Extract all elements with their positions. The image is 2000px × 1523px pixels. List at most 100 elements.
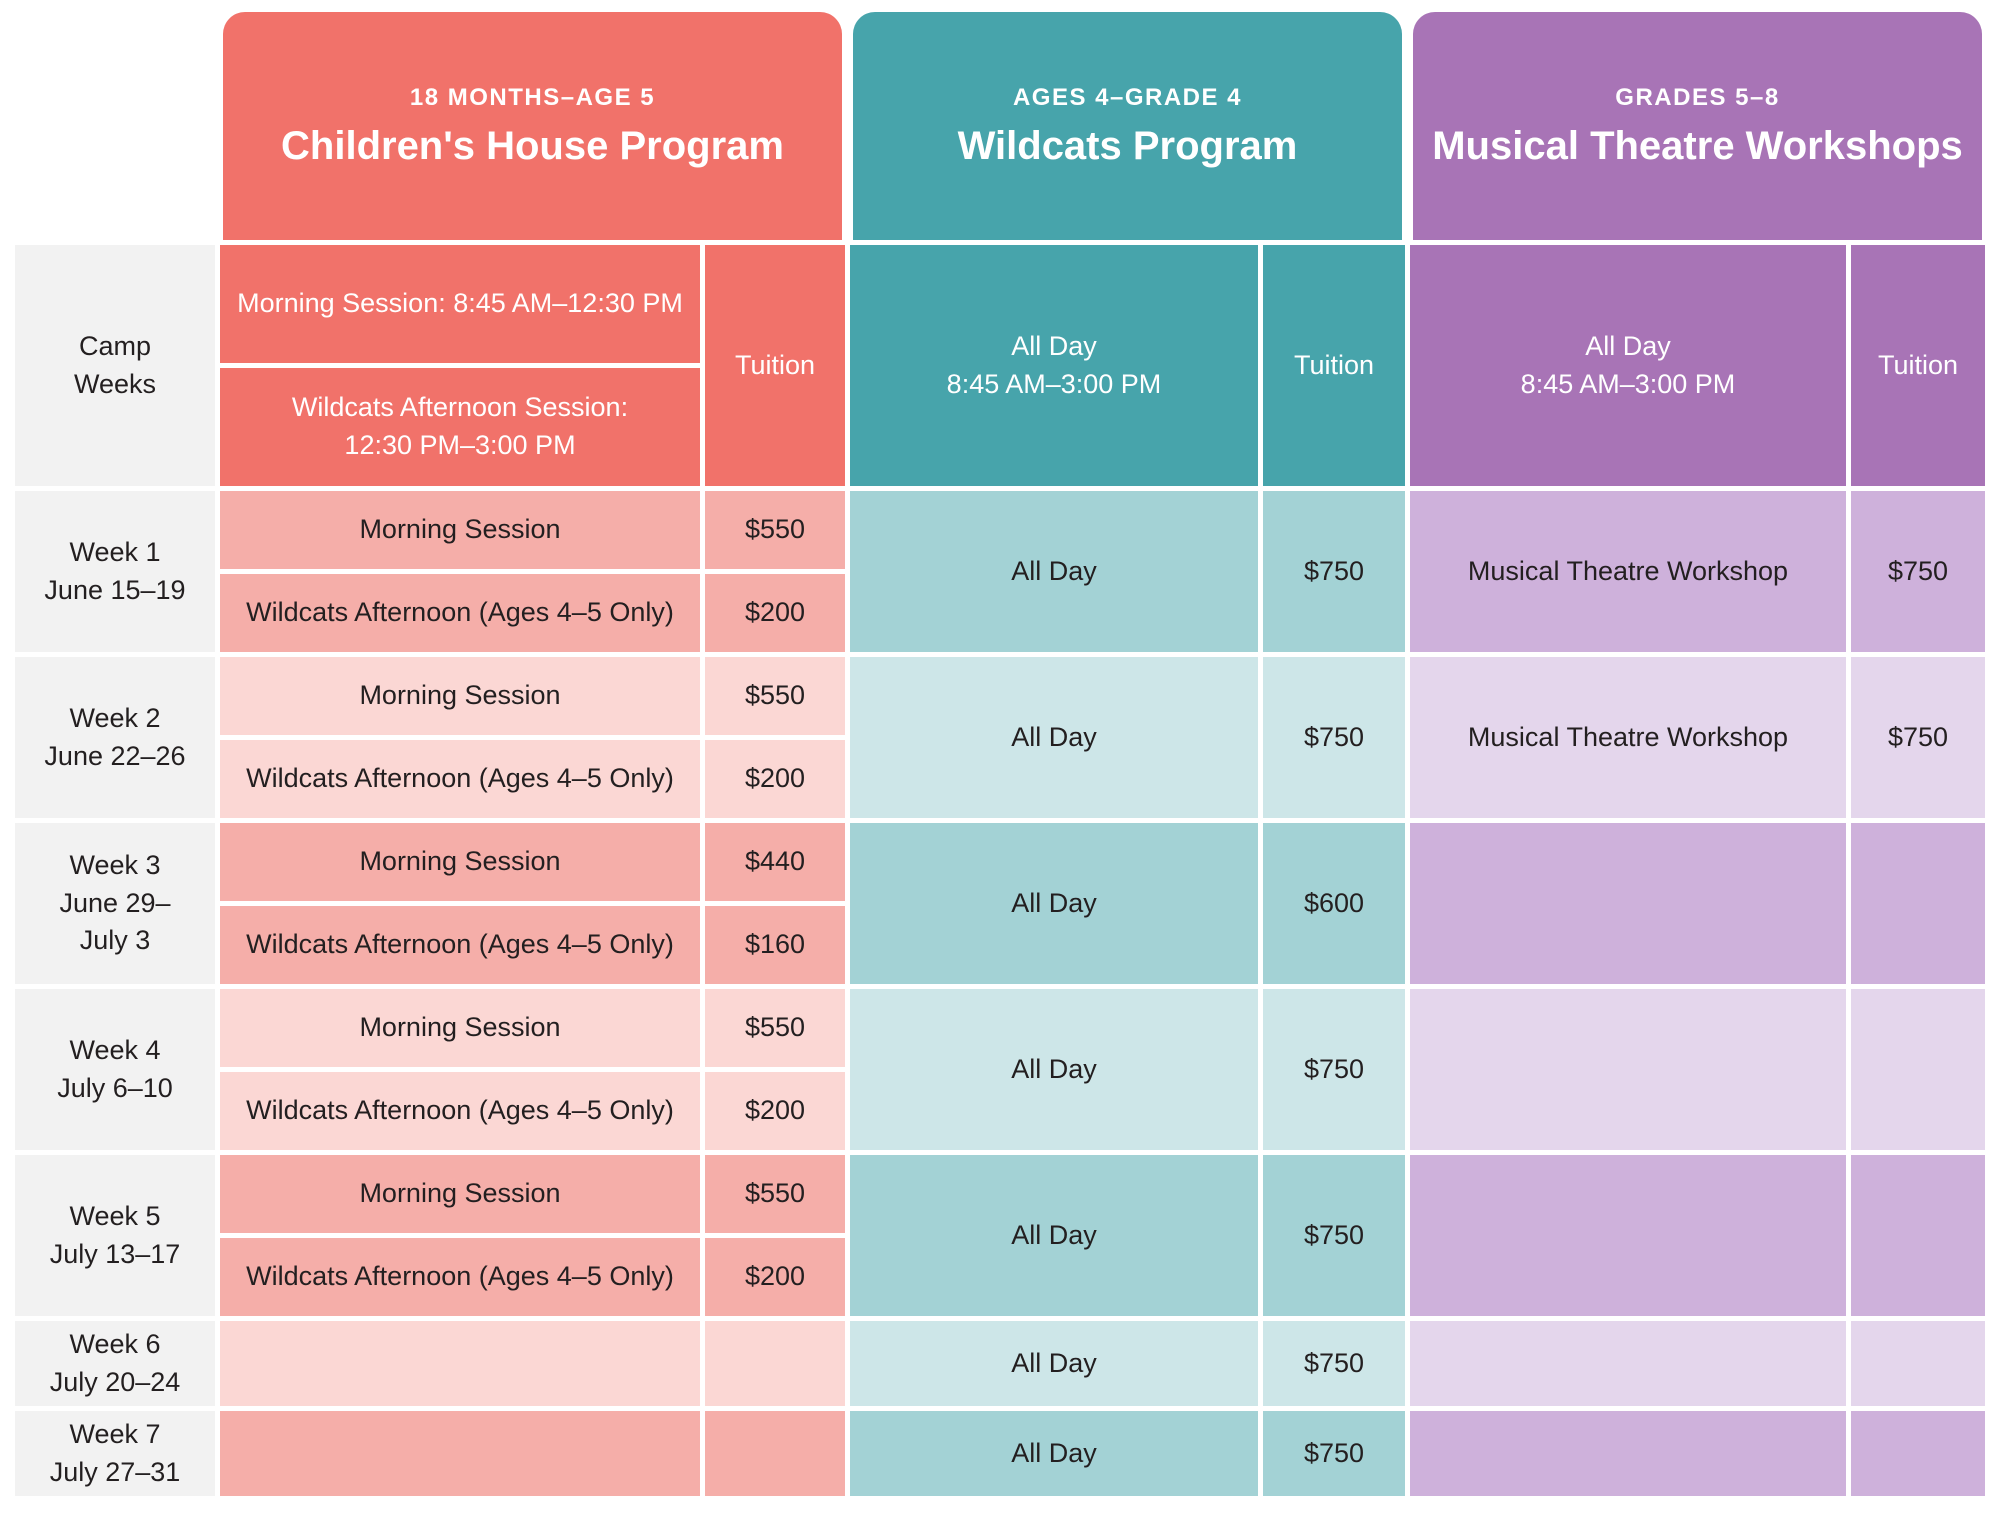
program-header-wildcats: AGES 4–GRADE 4 Wildcats Program	[853, 12, 1402, 240]
mt-week7-tuition-cell	[1851, 1411, 1985, 1496]
program-age-range: GRADES 5–8	[1615, 83, 1780, 111]
week-label: Week 5	[69, 1200, 161, 1231]
ch-week4-afternoon-session-cell: Wildcats Afternoon (Ages 4–5 Only)	[220, 1072, 700, 1150]
week-label-cell: Week 2 June 22–26	[15, 657, 215, 818]
ch-morning-subheader-label: Morning Session: 8:45 AM–12:30 PM	[237, 288, 683, 319]
tuition-value: $440	[744, 846, 806, 877]
week-label: Week 3	[69, 849, 161, 880]
tuition-value: $200	[744, 597, 806, 628]
program-age-range: 18 MONTHS–AGE 5	[409, 83, 656, 111]
tuition-value: $750	[1887, 555, 1949, 586]
tuition-value: $200	[744, 763, 806, 794]
tuition-value: $750	[1303, 555, 1365, 586]
mt-week1-tuition-cell: $750	[1851, 491, 1985, 652]
tuition-value: $750	[1303, 1053, 1365, 1084]
ch-tuition-header-cell: Tuition	[705, 245, 845, 486]
ch-week3-afternoon-session-cell: Wildcats Afternoon (Ages 4–5 Only)	[220, 906, 700, 984]
wc-week2-tuition-cell: $750	[1263, 657, 1405, 818]
session-label: Morning Session	[359, 1012, 561, 1043]
ch-week1-morning-session-cell: Morning Session	[220, 491, 700, 569]
tuition-value: $750	[1303, 1347, 1365, 1378]
ch-tuition-header-label: Tuition	[734, 349, 816, 380]
wc-week7-tuition-cell: $750	[1263, 1411, 1405, 1496]
camp-weeks-header-cell: Camp Weeks	[15, 245, 215, 486]
ch-week4-afternoon-tuition-cell: $200	[705, 1072, 845, 1150]
session-label: Morning Session	[359, 846, 561, 877]
wc-week6-session-cell: All Day	[850, 1321, 1258, 1406]
session-label: Musical Theatre Workshop	[1467, 555, 1789, 586]
week-dates: June 22–26	[44, 740, 186, 771]
wc-week3-session-cell: All Day	[850, 823, 1258, 984]
ch-week2-morning-session-cell: Morning Session	[220, 657, 700, 735]
ch-afternoon-subheader-label: Wildcats Afternoon Session: 12:30 PM–3:0…	[291, 392, 629, 460]
mt-week4-session-cell	[1410, 989, 1846, 1150]
wc-week3-tuition-cell: $600	[1263, 823, 1405, 984]
session-label: Wildcats Afternoon (Ages 4–5 Only)	[246, 763, 674, 794]
mt-week6-tuition-cell	[1851, 1321, 1985, 1406]
week-label: Week 4	[69, 1034, 161, 1065]
program-header-musical-theatre: GRADES 5–8 Musical Theatre Workshops	[1413, 12, 1982, 240]
wc-week7-session-cell: All Day	[850, 1411, 1258, 1496]
week-label: Week 2	[69, 702, 161, 733]
ch-week5-morning-session-cell: Morning Session	[220, 1155, 700, 1233]
camp-weeks-label: Camp Weeks	[73, 330, 157, 399]
week-label-cell: Week 6 July 20–24	[15, 1321, 215, 1406]
ch-week5-afternoon-tuition-cell: $200	[705, 1238, 845, 1316]
week-dates: July 13–17	[49, 1238, 181, 1269]
wc-week2-session-cell: All Day	[850, 657, 1258, 818]
mt-week3-tuition-cell	[1851, 823, 1985, 984]
camp-schedule-table: 18 MONTHS–AGE 5 Children's House Program…	[15, 12, 1985, 1496]
tuition-value: $550	[744, 1178, 806, 1209]
session-label: All Day	[1011, 1219, 1097, 1250]
tuition-value: $750	[1887, 721, 1949, 752]
tuition-value: $550	[744, 680, 806, 711]
program-header-childrens-house: 18 MONTHS–AGE 5 Children's House Program	[223, 12, 842, 240]
mt-week1-session-cell: Musical Theatre Workshop	[1410, 491, 1846, 652]
session-label: All Day	[1011, 555, 1097, 586]
wc-allday-subheader-cell: All Day 8:45 AM–3:00 PM	[850, 245, 1258, 486]
ch-week6-tuition-cell	[705, 1321, 845, 1406]
program-title: Wildcats Program	[957, 123, 1298, 168]
session-label: Wildcats Afternoon (Ages 4–5 Only)	[246, 929, 674, 960]
wc-week4-session-cell: All Day	[850, 989, 1258, 1150]
session-label: Morning Session	[359, 680, 561, 711]
week-label-cell: Week 3 June 29– July 3	[15, 823, 215, 984]
tuition-value: $600	[1303, 887, 1365, 918]
wc-week1-tuition-cell: $750	[1263, 491, 1405, 652]
mt-week4-tuition-cell	[1851, 989, 1985, 1150]
tuition-value: $160	[744, 929, 806, 960]
ch-week5-morning-tuition-cell: $550	[705, 1155, 845, 1233]
week-label: Week 1	[69, 536, 161, 567]
program-title: Musical Theatre Workshops	[1432, 123, 1963, 168]
mt-tuition-header-cell: Tuition	[1851, 245, 1985, 486]
program-age-range: AGES 4–GRADE 4	[1012, 83, 1243, 111]
ch-week5-afternoon-session-cell: Wildcats Afternoon (Ages 4–5 Only)	[220, 1238, 700, 1316]
wc-week1-session-cell: All Day	[850, 491, 1258, 652]
ch-morning-subheader-cell: Morning Session: 8:45 AM–12:30 PM	[220, 245, 700, 363]
mt-week7-session-cell	[1410, 1411, 1846, 1496]
wc-tuition-header-cell: Tuition	[1263, 245, 1405, 486]
mt-tuition-header-label: Tuition	[1877, 349, 1959, 380]
mt-allday-subheader-cell: All Day 8:45 AM–3:00 PM	[1410, 245, 1846, 486]
tuition-value: $750	[1303, 1219, 1365, 1250]
week-label-cell: Week 7 July 27–31	[15, 1411, 215, 1496]
tuition-value: $550	[744, 514, 806, 545]
mt-week2-session-cell: Musical Theatre Workshop	[1410, 657, 1846, 818]
tuition-value: $750	[1303, 1437, 1365, 1468]
ch-week7-session-cell	[220, 1411, 700, 1496]
ch-week2-afternoon-session-cell: Wildcats Afternoon (Ages 4–5 Only)	[220, 740, 700, 818]
mt-week3-session-cell	[1410, 823, 1846, 984]
ch-week1-afternoon-tuition-cell: $200	[705, 574, 845, 652]
wc-week5-session-cell: All Day	[850, 1155, 1258, 1316]
ch-week2-afternoon-tuition-cell: $200	[705, 740, 845, 818]
tuition-value: $750	[1303, 721, 1365, 752]
session-label: All Day	[1011, 1437, 1097, 1468]
mt-allday-subheader-label: All Day 8:45 AM–3:00 PM	[1520, 330, 1736, 399]
tuition-value: $200	[744, 1261, 806, 1292]
week-dates: June 29– July 3	[59, 887, 171, 956]
week-label: Week 7	[69, 1418, 161, 1449]
wc-week5-tuition-cell: $750	[1263, 1155, 1405, 1316]
mt-week5-tuition-cell	[1851, 1155, 1985, 1316]
week-dates: June 15–19	[44, 574, 186, 605]
week-dates: July 6–10	[57, 1072, 173, 1103]
